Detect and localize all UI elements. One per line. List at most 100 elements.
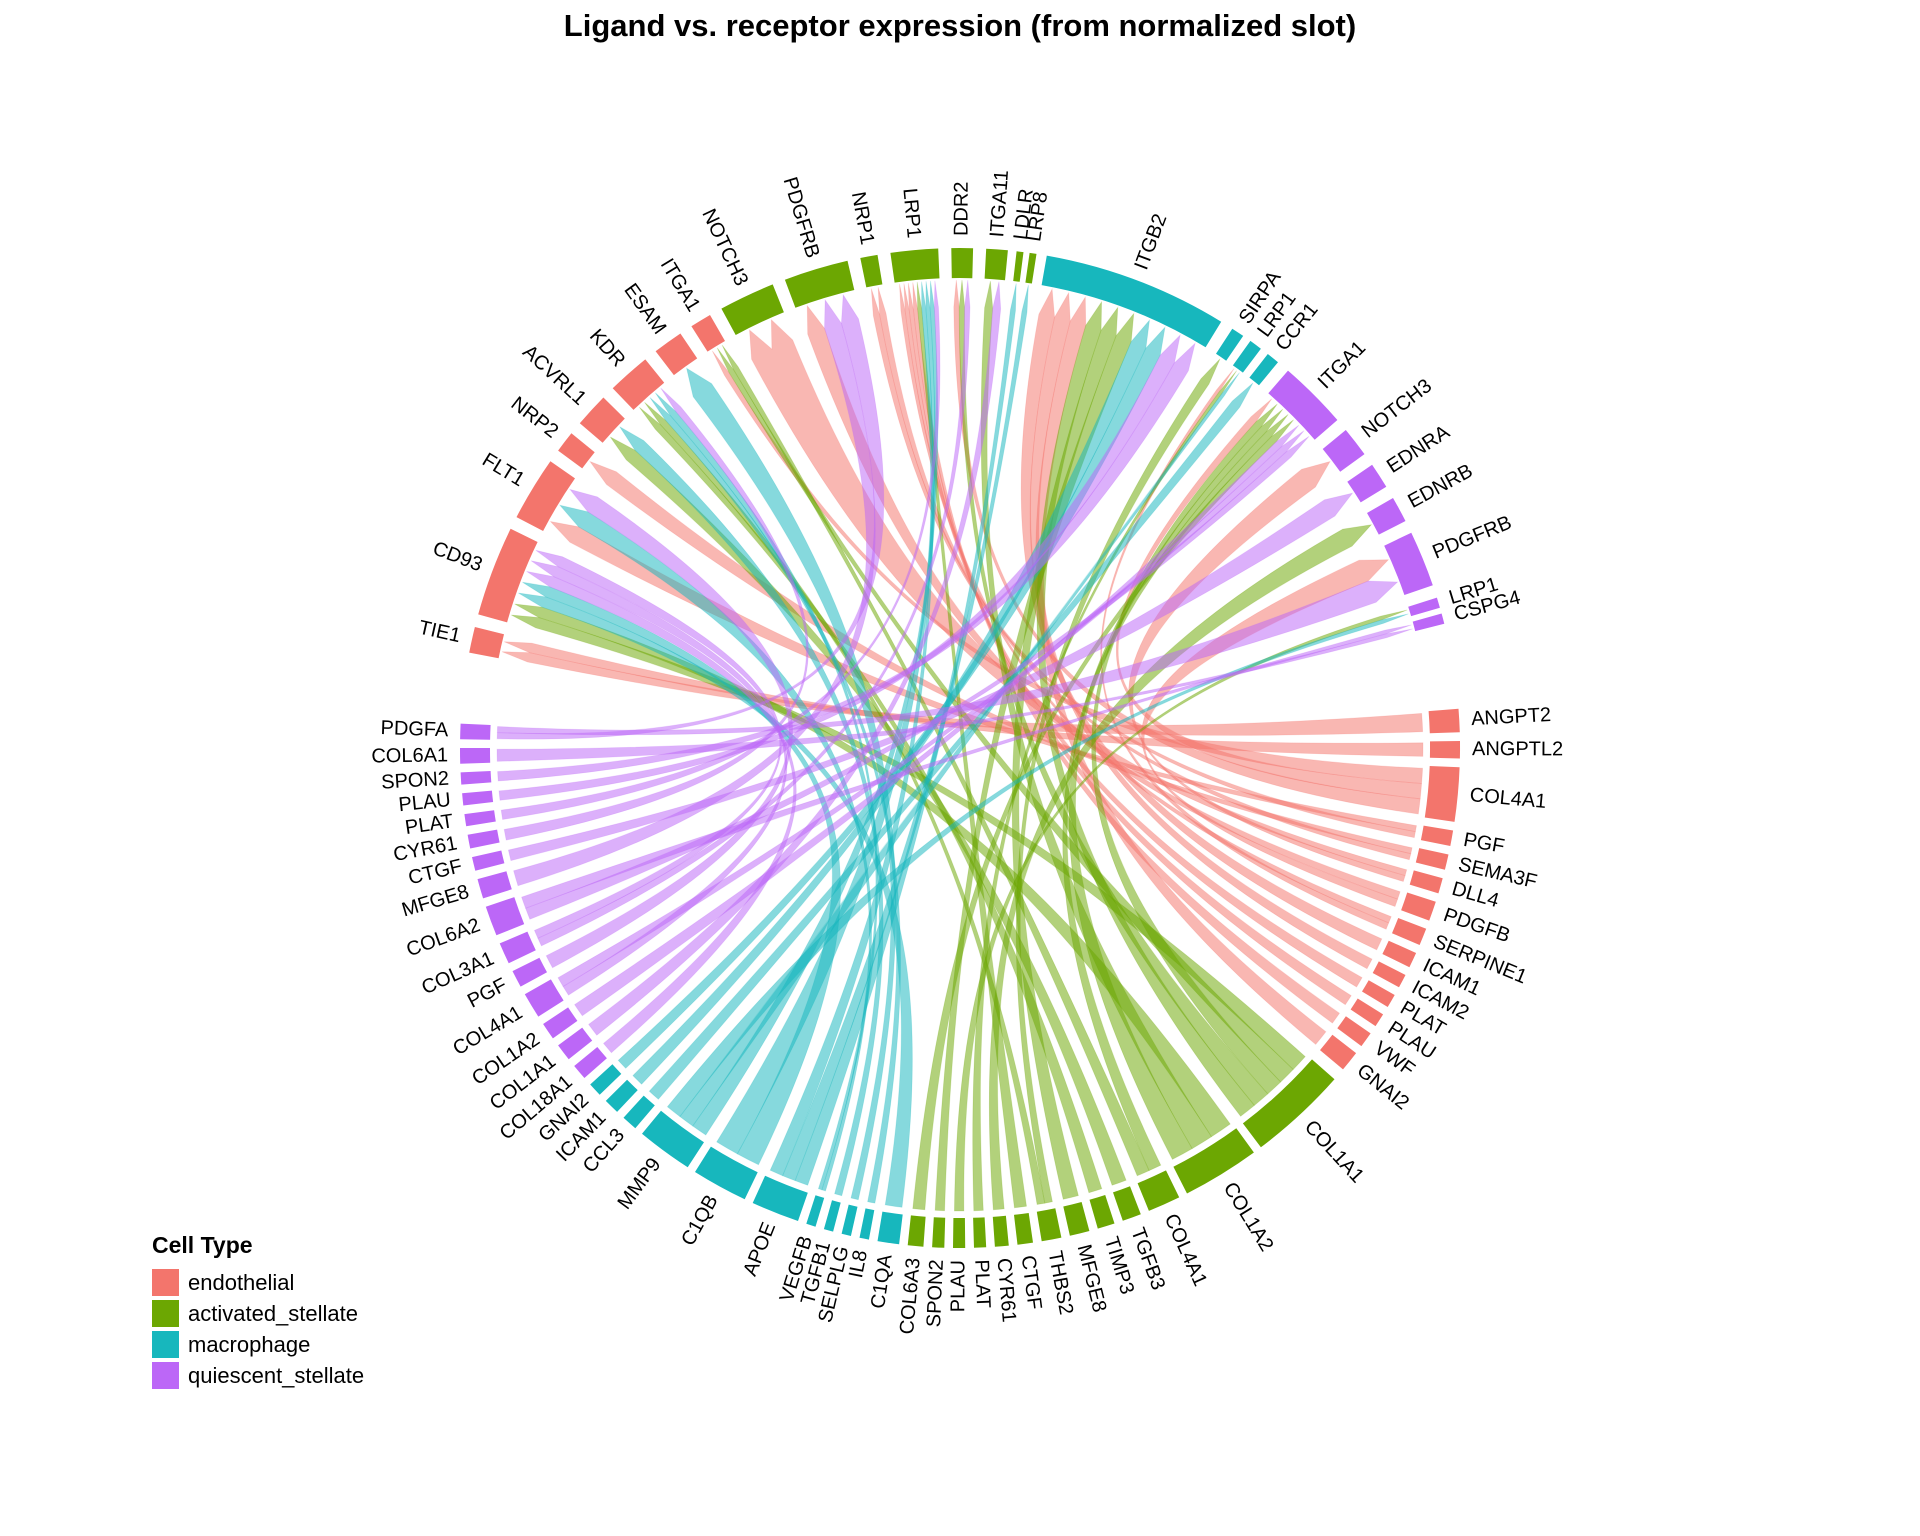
sector-label-ligand-PLAU: PLAU bbox=[947, 1260, 969, 1312]
sector-arc-ligand-ICAM1 bbox=[605, 1079, 638, 1112]
legend-swatch-quiescent_stellate bbox=[152, 1362, 179, 1389]
sector-label-ligand-PDGFA: PDGFA bbox=[380, 717, 449, 741]
ribbon-COL1A2-to-ITGA1 bbox=[574, 424, 1300, 1017]
legend-item-endothelial: endothelial bbox=[152, 1267, 364, 1298]
ribbon-APOE-to-LRP1 bbox=[769, 281, 935, 1177]
legend-swatch-activated_stellate bbox=[152, 1300, 179, 1327]
sector-label-receptor-EDNRA: EDNRA bbox=[1383, 421, 1454, 478]
legend-item-activated_stellate: activated_stellate bbox=[152, 1298, 364, 1329]
sector-arc-ligand-COL6A3 bbox=[907, 1215, 926, 1247]
sector-arc-ligand-PDGFA bbox=[460, 723, 491, 740]
ribbon-CYR61-to-EDNRB bbox=[988, 524, 1373, 1211]
sector-arc-receptor-EDNRA bbox=[1347, 464, 1387, 503]
ribbon-COL4A1-to-ITGA1 bbox=[721, 344, 1150, 1177]
sector-label-receptor-ITGA1: ITGA1 bbox=[1314, 337, 1370, 393]
sector-arc-ligand-PLAT bbox=[973, 1217, 987, 1248]
legend-label: macrophage bbox=[188, 1331, 311, 1357]
sector-label-ligand-COL6A1: COL6A1 bbox=[371, 744, 448, 767]
sector-arc-receptor-LRP1 bbox=[890, 248, 940, 283]
sector-arc-receptor-PDGFRB bbox=[1384, 532, 1433, 595]
sector-arc-receptor-ITGA11 bbox=[984, 248, 1008, 281]
sector-arc-receptor-ITGA1 bbox=[1268, 370, 1338, 440]
sector-arc-ligand-COL6A1 bbox=[459, 748, 491, 764]
ribbon-COL4A1-to-ITGA1 bbox=[557, 430, 1305, 988]
sector-label-ligand-PLAU: PLAU bbox=[398, 789, 452, 816]
ribbon-MMP9-to-LRP1 bbox=[666, 613, 1409, 1118]
sector-arc-ligand-SPON2 bbox=[460, 771, 492, 785]
sector-arc-ligand-C1QB bbox=[695, 1146, 758, 1200]
sector-arc-receptor-ESAM bbox=[655, 333, 698, 376]
ribbon-COL6A1-to-CSPG4 bbox=[496, 628, 1413, 762]
sector-arc-ligand-SPON2 bbox=[932, 1217, 946, 1248]
sector-arc-receptor-ITGB2 bbox=[1041, 255, 1222, 348]
sector-arc-ligand-COL4A1 bbox=[1424, 766, 1460, 822]
sector-arc-ligand-SEMA3F bbox=[1415, 848, 1449, 870]
sector-arc-receptor-PDGFRB bbox=[784, 260, 855, 308]
ribbon-PDGFA-to-PDGFRB bbox=[496, 293, 885, 740]
sector-arc-ligand-TIMP3 bbox=[1089, 1195, 1115, 1229]
sector-label-receptor-KDR: KDR bbox=[585, 325, 629, 371]
sector-arc-ligand-CCL3 bbox=[623, 1095, 655, 1129]
sector-label-receptor-ITGA11: ITGA11 bbox=[986, 169, 1013, 238]
page-title: Ligand vs. receptor expression (from nor… bbox=[563, 8, 1357, 43]
sector-arc-receptor-SIRPA bbox=[1216, 328, 1244, 361]
sector-label-receptor-TIE1: TIE1 bbox=[417, 617, 463, 648]
sector-label-receptor-LRP1: LRP1 bbox=[898, 187, 924, 239]
sector-arc-ligand-CTGF bbox=[472, 850, 505, 871]
ribbon-COL4A1-to-ITGA1 bbox=[1062, 414, 1289, 1172]
sector-arc-ligand-CTGF bbox=[1014, 1213, 1033, 1245]
sector-arc-ligand-VEGFB bbox=[806, 1195, 825, 1227]
sector-label-receptor-DDR2: DDR2 bbox=[950, 182, 972, 237]
sector-label-ligand-MMP9: MMP9 bbox=[614, 1154, 666, 1214]
sector-arc-receptor-CCR1 bbox=[1249, 354, 1278, 386]
sector-label-ligand-PLAT: PLAT bbox=[970, 1259, 994, 1308]
sector-arc-receptor-ACVRL1 bbox=[579, 397, 625, 443]
sector-arc-ligand-PLAU bbox=[1350, 998, 1384, 1027]
ribbon-PGF-to-NRP1 bbox=[870, 288, 1416, 839]
sector-arc-ligand-COL4A1 bbox=[524, 979, 564, 1017]
sector-label-ligand-IL8: IL8 bbox=[845, 1248, 872, 1280]
sector-label-receptor-ITGA1: ITGA1 bbox=[656, 255, 705, 316]
ribbon-PDGFB-to-PDGFRB bbox=[1141, 559, 1399, 908]
sector-arc-ligand-SELPLG bbox=[841, 1204, 858, 1236]
sector-arc-ligand-ANGPT2 bbox=[1428, 708, 1460, 734]
sector-arc-ligand-SERPINE1 bbox=[1392, 918, 1427, 945]
ribbon-ICAM1-to-ITGB2 bbox=[1020, 287, 1383, 951]
ribbon-MFGE8-to-PDGFRB bbox=[513, 298, 876, 887]
sector-arc-ligand-COL1A1 bbox=[1242, 1059, 1335, 1148]
sector-arc-ligand-IL8 bbox=[859, 1208, 875, 1240]
ribbon-GNAI2-to-ITGB2 bbox=[1035, 295, 1327, 1045]
ribbon-PDGFA-to-PDGFRB bbox=[496, 580, 1399, 736]
ribbon-PLAU-to-LRP1 bbox=[953, 609, 1408, 1212]
sector-arc-receptor-EDNRB bbox=[1367, 498, 1406, 535]
sector-arc-ligand-DLL4 bbox=[1409, 870, 1443, 894]
ribbon-SERPINE1-to-LRP1 bbox=[1100, 368, 1390, 930]
sector-label-ligand-SPON2: SPON2 bbox=[923, 1259, 948, 1328]
sector-arc-receptor-KDR bbox=[612, 359, 665, 410]
sector-label-receptor-NOTCH3: NOTCH3 bbox=[697, 206, 752, 290]
sector-label-ligand-SPON2: SPON2 bbox=[381, 768, 450, 794]
sector-label-ligand-THBS2: THBS2 bbox=[1044, 1249, 1077, 1316]
ribbon-COL1A2-to-ITGA1 bbox=[1068, 408, 1284, 1160]
sector-arc-ligand-COL6A2 bbox=[485, 897, 525, 936]
sector-label-ligand-CTGF: CTGF bbox=[1017, 1254, 1046, 1311]
sector-label-ligand-PGF: PGF bbox=[1462, 829, 1506, 858]
sector-arc-ligand-MMP9 bbox=[642, 1110, 704, 1168]
sector-label-receptor-NRP1: NRP1 bbox=[847, 190, 878, 246]
sector-arc-ligand-APOE bbox=[752, 1175, 808, 1221]
sector-arc-ligand-MFGE8 bbox=[1063, 1202, 1090, 1236]
sector-arc-ligand-COL4A1 bbox=[1137, 1170, 1180, 1211]
sector-arc-ligand-CYR61 bbox=[992, 1215, 1009, 1247]
sector-arc-receptor-TIE1 bbox=[469, 627, 504, 659]
legend-item-macrophage: macrophage bbox=[152, 1329, 364, 1360]
sector-label-receptor-PDGFRB: PDGFRB bbox=[779, 175, 824, 261]
sector-arc-receptor-CD93 bbox=[478, 528, 538, 623]
sector-label-ligand-COL6A3: COL6A3 bbox=[896, 1257, 925, 1335]
ribbon-COL4A1-to-DDR2 bbox=[953, 279, 1421, 815]
sector-arc-ligand-COL18A1 bbox=[574, 1047, 607, 1078]
sector-arc-ligand-PDGFB bbox=[1401, 892, 1436, 921]
sector-arc-ligand-PLAT bbox=[1362, 980, 1395, 1007]
cell-type-legend: Cell Type endothelial activated_stellate m… bbox=[152, 1232, 364, 1391]
sector-arc-receptor-LRP1 bbox=[1408, 597, 1440, 617]
